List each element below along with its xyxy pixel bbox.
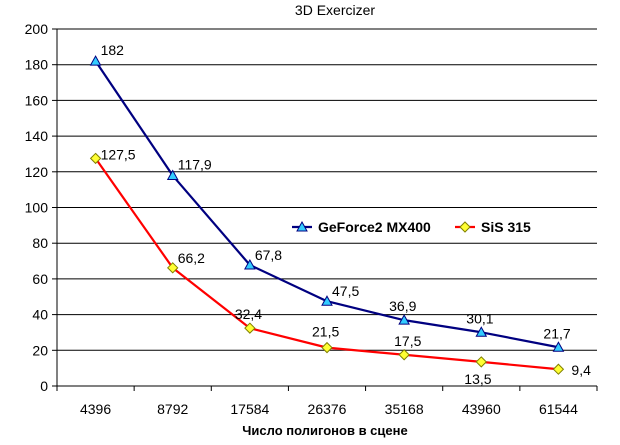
data-label: 66,2 <box>178 250 205 266</box>
x-tick-label: 17584 <box>230 401 269 417</box>
x-tick-label: 35168 <box>385 401 424 417</box>
y-tick-label: 20 <box>32 342 48 358</box>
y-tick-label: 180 <box>25 57 49 73</box>
chart-title: 3D Exercizer <box>295 2 375 18</box>
data-label: 17,5 <box>394 333 421 349</box>
data-label: 182 <box>101 42 125 58</box>
legend-marker <box>459 221 471 233</box>
data-label: 30,1 <box>466 310 493 326</box>
data-point-marker <box>166 169 179 181</box>
x-tick-label: 8792 <box>157 401 188 417</box>
data-point-marker <box>244 258 256 270</box>
y-tick-label: 0 <box>40 378 48 394</box>
data-label: 9,4 <box>571 362 591 378</box>
data-point-marker <box>398 314 410 325</box>
data-label: 127,5 <box>101 146 136 162</box>
y-tick-label: 120 <box>25 164 49 180</box>
data-point-marker <box>321 341 333 354</box>
data-label: 67,8 <box>255 247 282 263</box>
y-tick-label: 100 <box>25 200 49 216</box>
legend: GeForce2 MX400 SiS 315 <box>292 219 531 235</box>
data-point-marker <box>475 356 487 368</box>
legend-marker <box>296 220 308 232</box>
data-point-marker <box>244 322 256 334</box>
data-point-marker <box>398 349 410 361</box>
data-point-marker <box>475 326 488 337</box>
x-tick-label: 61544 <box>539 401 578 417</box>
x-tick-label: 43960 <box>462 401 501 417</box>
x-axis-title: Число полигонов в сцене <box>242 423 407 438</box>
legend-label: SiS 315 <box>481 219 531 235</box>
legend-label: GeForce2 MX400 <box>318 219 431 235</box>
x-tick-label: 4396 <box>80 401 111 417</box>
data-label: 36,9 <box>389 298 416 314</box>
data-point-marker <box>89 55 102 66</box>
data-label: 47,5 <box>332 283 359 299</box>
y-tick-label: 40 <box>32 307 48 323</box>
data-point-marker <box>552 341 565 352</box>
data-point-marker <box>89 152 102 165</box>
data-label: 21,5 <box>312 324 339 340</box>
data-label: 32,4 <box>235 306 262 322</box>
data-label: 21,7 <box>543 325 570 341</box>
y-tick-label: 160 <box>25 92 49 108</box>
y-tick-label: 80 <box>32 235 48 251</box>
data-point-marker <box>167 262 179 274</box>
axes: 0 20 40 60 80 100 120 140 160 180 200 4396 8792 17584… <box>25 21 598 417</box>
y-tick-label: 140 <box>25 128 49 144</box>
y-tick-label: 200 <box>25 21 49 37</box>
x-tick-label: 26376 <box>308 401 347 417</box>
data-labels: 182 117,9 67,8 47,5 36,9 30,1 21,7 127,5 66,2 32,… <box>101 42 592 387</box>
data-label: 117,9 <box>178 157 212 173</box>
y-tick-label: 60 <box>32 271 48 287</box>
data-label: 13,5 <box>464 371 491 387</box>
series <box>89 55 565 375</box>
data-point-marker <box>321 295 333 306</box>
data-point-marker <box>552 363 565 375</box>
